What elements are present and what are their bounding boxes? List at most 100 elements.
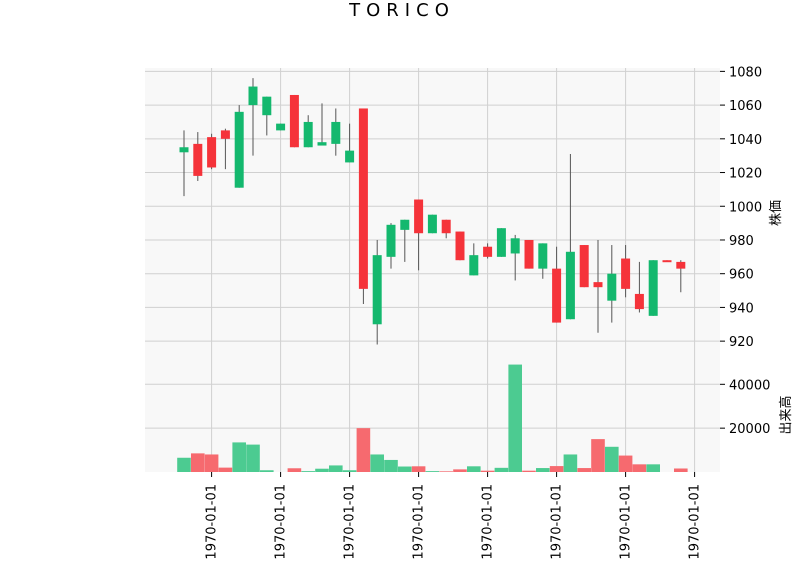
volume-bar (563, 454, 578, 472)
x-tick-label: 1970-01-01 (274, 484, 289, 560)
volume-bar (177, 457, 191, 472)
candle-body (662, 260, 672, 263)
volume-grid (145, 358, 720, 472)
candle-body (496, 228, 506, 257)
candle-body (469, 255, 479, 276)
volume-bar (646, 464, 660, 472)
volume-bar (342, 470, 357, 472)
chart-title: TORICO (348, 0, 455, 21)
candle-body (427, 214, 437, 234)
candle-body (524, 239, 534, 269)
x-tick-label: 1970-01-01 (481, 484, 496, 560)
candle-body (248, 86, 258, 106)
candle-body (607, 273, 617, 301)
volume-bar (232, 442, 246, 472)
volume-panel: 20000 40000 出来高 (145, 358, 794, 472)
candle-body (593, 282, 603, 288)
x-tick-label: 1970-01-01 (688, 484, 703, 560)
price-tick-label: 940 (729, 301, 754, 316)
candle-body (510, 238, 520, 254)
volume-bar (398, 466, 412, 472)
price-tick-label: 1080 (729, 65, 762, 80)
price-tick-label: 980 (729, 234, 754, 249)
volume-tick-label: 20000 (729, 422, 770, 437)
candle-body (648, 260, 658, 316)
volume-bar (356, 428, 371, 472)
volume-bar (370, 454, 384, 472)
candle-body (317, 142, 327, 146)
candle-body (303, 121, 313, 148)
candle-body (400, 219, 410, 230)
price-tick-label: 1000 (729, 200, 762, 215)
price-plot-area (145, 68, 720, 358)
candle-body (289, 94, 299, 148)
volume-bar (480, 470, 495, 472)
candle-body (276, 123, 286, 131)
candle-body (414, 199, 424, 234)
volume-bar (453, 469, 467, 472)
volume-bar (467, 466, 481, 472)
volume-bar (577, 468, 591, 472)
candle-body (358, 108, 368, 289)
price-tick-label: 1020 (729, 167, 762, 182)
candle-body (634, 293, 644, 310)
volume-bar (384, 459, 398, 472)
volume-bar (522, 470, 536, 472)
x-axis: 1970-01-01 1970-01-01 1970-01-01 1970-01-01… (205, 472, 703, 560)
volume-bar (536, 468, 550, 472)
candle-body (179, 147, 189, 153)
candle-body (220, 130, 230, 139)
volume-bar (591, 439, 605, 472)
candle-body (207, 137, 217, 168)
candle-body (621, 258, 631, 289)
price-tick-label: 1040 (729, 133, 762, 148)
volume-bar (411, 466, 426, 472)
x-tick-label: 1970-01-01 (412, 484, 427, 560)
price-tick-label: 920 (729, 335, 754, 350)
volume-bar (315, 468, 329, 472)
x-tick-label: 1970-01-01 (205, 484, 220, 560)
x-tick-label: 1970-01-01 (343, 484, 358, 560)
volume-bar (618, 455, 633, 472)
volume-bar (329, 465, 343, 472)
candle-body (455, 231, 465, 261)
candle-body (579, 245, 589, 288)
volume-bar (287, 468, 302, 472)
volume-bars (177, 364, 688, 472)
volume-bar (301, 471, 315, 472)
candle-body (538, 243, 548, 269)
candle-body (552, 268, 562, 323)
candle-body (262, 96, 272, 116)
volume-plot-area (145, 358, 720, 472)
price-y-axis: 920 940 960 980 1000 1020 1040 1060 1080 (720, 65, 762, 350)
volume-bar (439, 471, 453, 472)
price-panel: 920 940 960 980 1000 1020 1040 1060 1080 株価 (145, 65, 784, 358)
price-grid (145, 68, 720, 358)
volume-bar (605, 446, 619, 472)
candle-body (331, 121, 341, 144)
candle-body (345, 150, 355, 163)
volume-bar (508, 364, 522, 472)
x-tick-label: 1970-01-01 (550, 484, 565, 560)
volume-bar (425, 471, 440, 472)
candle-body (193, 143, 203, 176)
candles (179, 78, 686, 345)
candle-body (565, 251, 575, 320)
price-tick-label: 960 (729, 268, 754, 283)
volume-bar (632, 464, 647, 472)
volume-bar (549, 466, 564, 472)
volume-y-axis: 20000 40000 (720, 378, 770, 437)
volume-tick-label: 40000 (729, 378, 770, 393)
candle-body (234, 111, 244, 188)
candle-body (372, 255, 382, 325)
volume-bar (246, 444, 260, 472)
volume-bar (191, 453, 205, 472)
candle-body (676, 261, 686, 269)
volume-bar (218, 467, 233, 472)
candle-body (441, 219, 451, 234)
volume-bar (204, 454, 219, 472)
price-axis-title: 株価 (769, 200, 784, 226)
candle-body (386, 224, 396, 257)
x-tick-label: 1970-01-01 (619, 484, 634, 560)
